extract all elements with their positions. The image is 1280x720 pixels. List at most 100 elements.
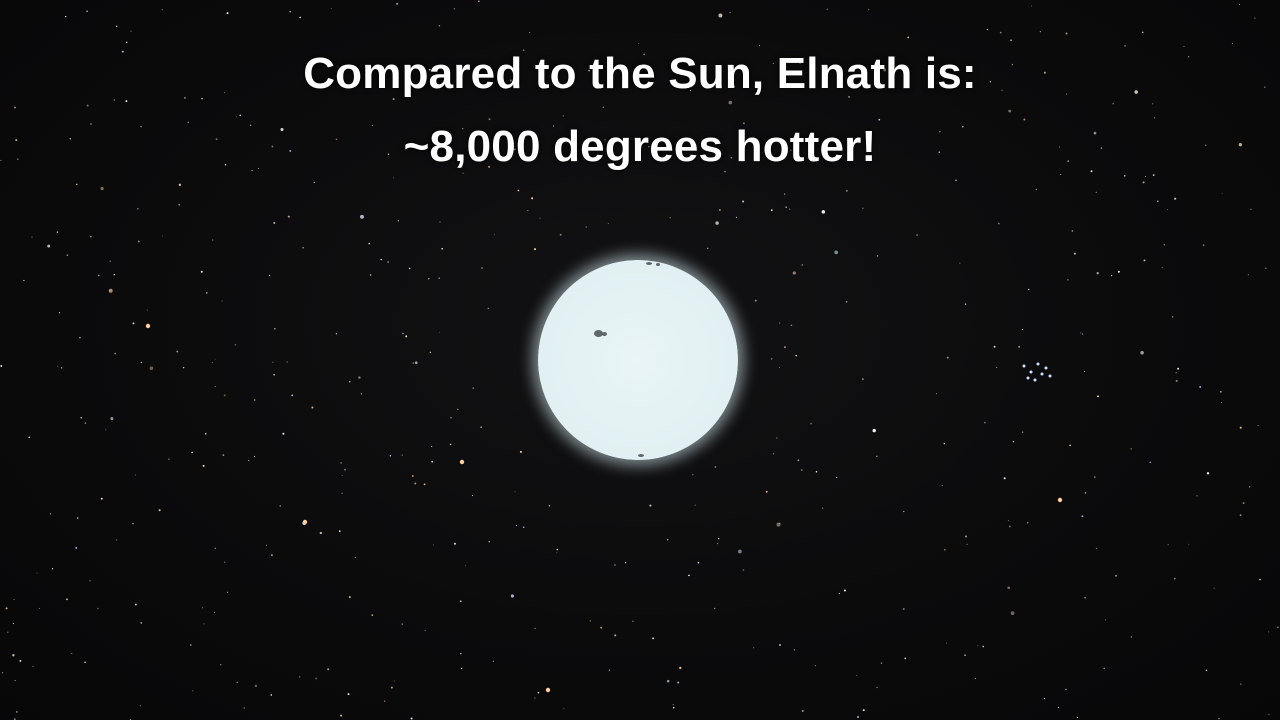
background-star (600, 626, 603, 629)
background-star (649, 504, 652, 507)
background-star (1142, 31, 1144, 34)
background-star (559, 233, 562, 236)
background-star (758, 45, 761, 47)
background-star (481, 267, 483, 269)
background-star (414, 361, 418, 365)
background-star (115, 539, 118, 541)
cluster-star (1040, 372, 1044, 376)
bright-star (1057, 497, 1063, 503)
background-star (719, 209, 721, 211)
background-star (1213, 587, 1215, 589)
background-star (125, 100, 128, 103)
background-star (453, 8, 456, 10)
background-star (964, 654, 966, 657)
background-star (537, 691, 540, 694)
background-star (522, 526, 525, 529)
background-star (113, 273, 116, 276)
background-star (1124, 44, 1126, 47)
background-star (236, 681, 238, 684)
background-star (86, 104, 89, 107)
background-star (772, 453, 775, 455)
background-star (1134, 90, 1138, 94)
background-star (1199, 386, 1202, 388)
background-star (282, 432, 285, 435)
background-star (624, 562, 627, 564)
background-star (462, 172, 464, 174)
background-star (903, 510, 905, 513)
background-star (509, 79, 512, 82)
background-star (319, 531, 322, 535)
background-star (178, 203, 181, 206)
background-star (56, 231, 59, 233)
background-star (946, 356, 949, 359)
background-star (254, 684, 258, 688)
background-star (533, 248, 537, 251)
background-star (789, 149, 792, 152)
background-star (203, 623, 205, 625)
background-star (125, 41, 128, 44)
background-star (1163, 243, 1166, 246)
background-star (201, 97, 203, 100)
background-star (384, 700, 386, 702)
background-star (327, 668, 330, 671)
background-star (212, 239, 214, 241)
background-star (556, 548, 559, 551)
background-star (872, 428, 876, 433)
background-star (459, 600, 462, 603)
background-star (453, 542, 457, 545)
background-star (862, 207, 864, 209)
background-star (607, 222, 610, 225)
background-star (32, 665, 34, 667)
background-star (1115, 574, 1118, 577)
background-star (408, 267, 411, 270)
background-star (1268, 631, 1270, 633)
background-star (728, 100, 733, 105)
background-star (1175, 379, 1178, 382)
background-star (588, 69, 590, 72)
background-star (1202, 244, 1205, 247)
background-star (105, 429, 107, 431)
background-star (1081, 333, 1084, 335)
background-star (176, 350, 179, 353)
sunspot (638, 454, 644, 457)
background-star (480, 426, 482, 429)
background-star (441, 247, 444, 250)
background-star (79, 336, 81, 339)
background-star (428, 68, 431, 71)
background-star (1242, 502, 1245, 505)
caption-line-2: ~8,000 degrees hotter! (403, 122, 877, 171)
cluster-star (1026, 376, 1030, 380)
background-star (76, 517, 79, 519)
background-star (12, 622, 14, 625)
background-star (1097, 395, 1099, 398)
background-star (137, 240, 140, 243)
background-star (959, 262, 961, 264)
background-star (1095, 547, 1098, 550)
background-star (1161, 267, 1163, 268)
background-star (274, 328, 276, 330)
background-star (1175, 372, 1177, 374)
background-star (84, 661, 86, 663)
background-star (1065, 688, 1067, 690)
background-star (945, 642, 948, 644)
background-star (89, 580, 91, 582)
background-star (108, 288, 113, 293)
background-star (855, 674, 857, 676)
background-star (1231, 42, 1233, 45)
background-star (821, 210, 826, 214)
background-star (338, 530, 341, 533)
background-star (380, 258, 382, 261)
background-star (799, 62, 802, 64)
background-star (178, 183, 182, 186)
background-star (1238, 4, 1240, 6)
background-star (397, 220, 399, 222)
background-star (412, 362, 415, 364)
background-star (192, 690, 194, 692)
background-star (1247, 274, 1249, 276)
background-star (1007, 586, 1011, 590)
background-star (137, 208, 139, 210)
background-star (449, 443, 452, 446)
background-star (289, 10, 292, 13)
background-star (488, 541, 490, 543)
background-star (1110, 274, 1113, 277)
